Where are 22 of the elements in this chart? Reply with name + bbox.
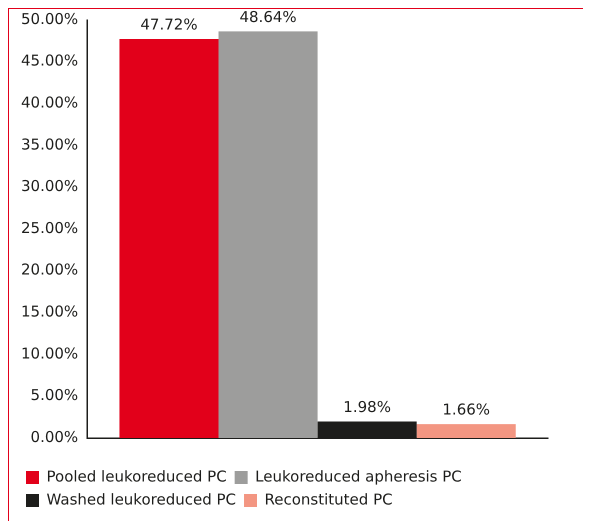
bar	[119, 39, 219, 438]
y-tick-label: 50.00%	[20, 10, 78, 28]
legend-label: Pooled leukoreduced PC	[46, 467, 227, 486]
y-tick-label: 10.00%	[20, 344, 78, 362]
y-tick-label: 0.00%	[30, 428, 78, 446]
legend-label: Reconstituted PC	[264, 490, 393, 508]
y-tick-label: 40.00%	[20, 93, 78, 112]
data-label: 48.64%	[239, 8, 297, 26]
y-tick-label: 5.00%	[30, 386, 78, 404]
legend-label: Washed leukoreduced PC	[46, 490, 236, 508]
y-tick-label: 15.00%	[20, 302, 78, 320]
y-tick-label: 25.00%	[20, 218, 78, 237]
y-tick-label: 30.00%	[20, 177, 78, 196]
bar	[416, 424, 516, 438]
data-label: 47.72%	[140, 15, 198, 34]
legend-label: Leukoreduced apheresis PC	[255, 467, 462, 486]
y-tick-label: 35.00%	[20, 135, 78, 154]
data-label: 1.66%	[442, 400, 490, 419]
y-tick-label: 45.00%	[20, 52, 78, 70]
bar	[218, 31, 318, 438]
y-tick-label: 20.00%	[20, 260, 78, 279]
data-label: 1.98%	[343, 398, 391, 416]
